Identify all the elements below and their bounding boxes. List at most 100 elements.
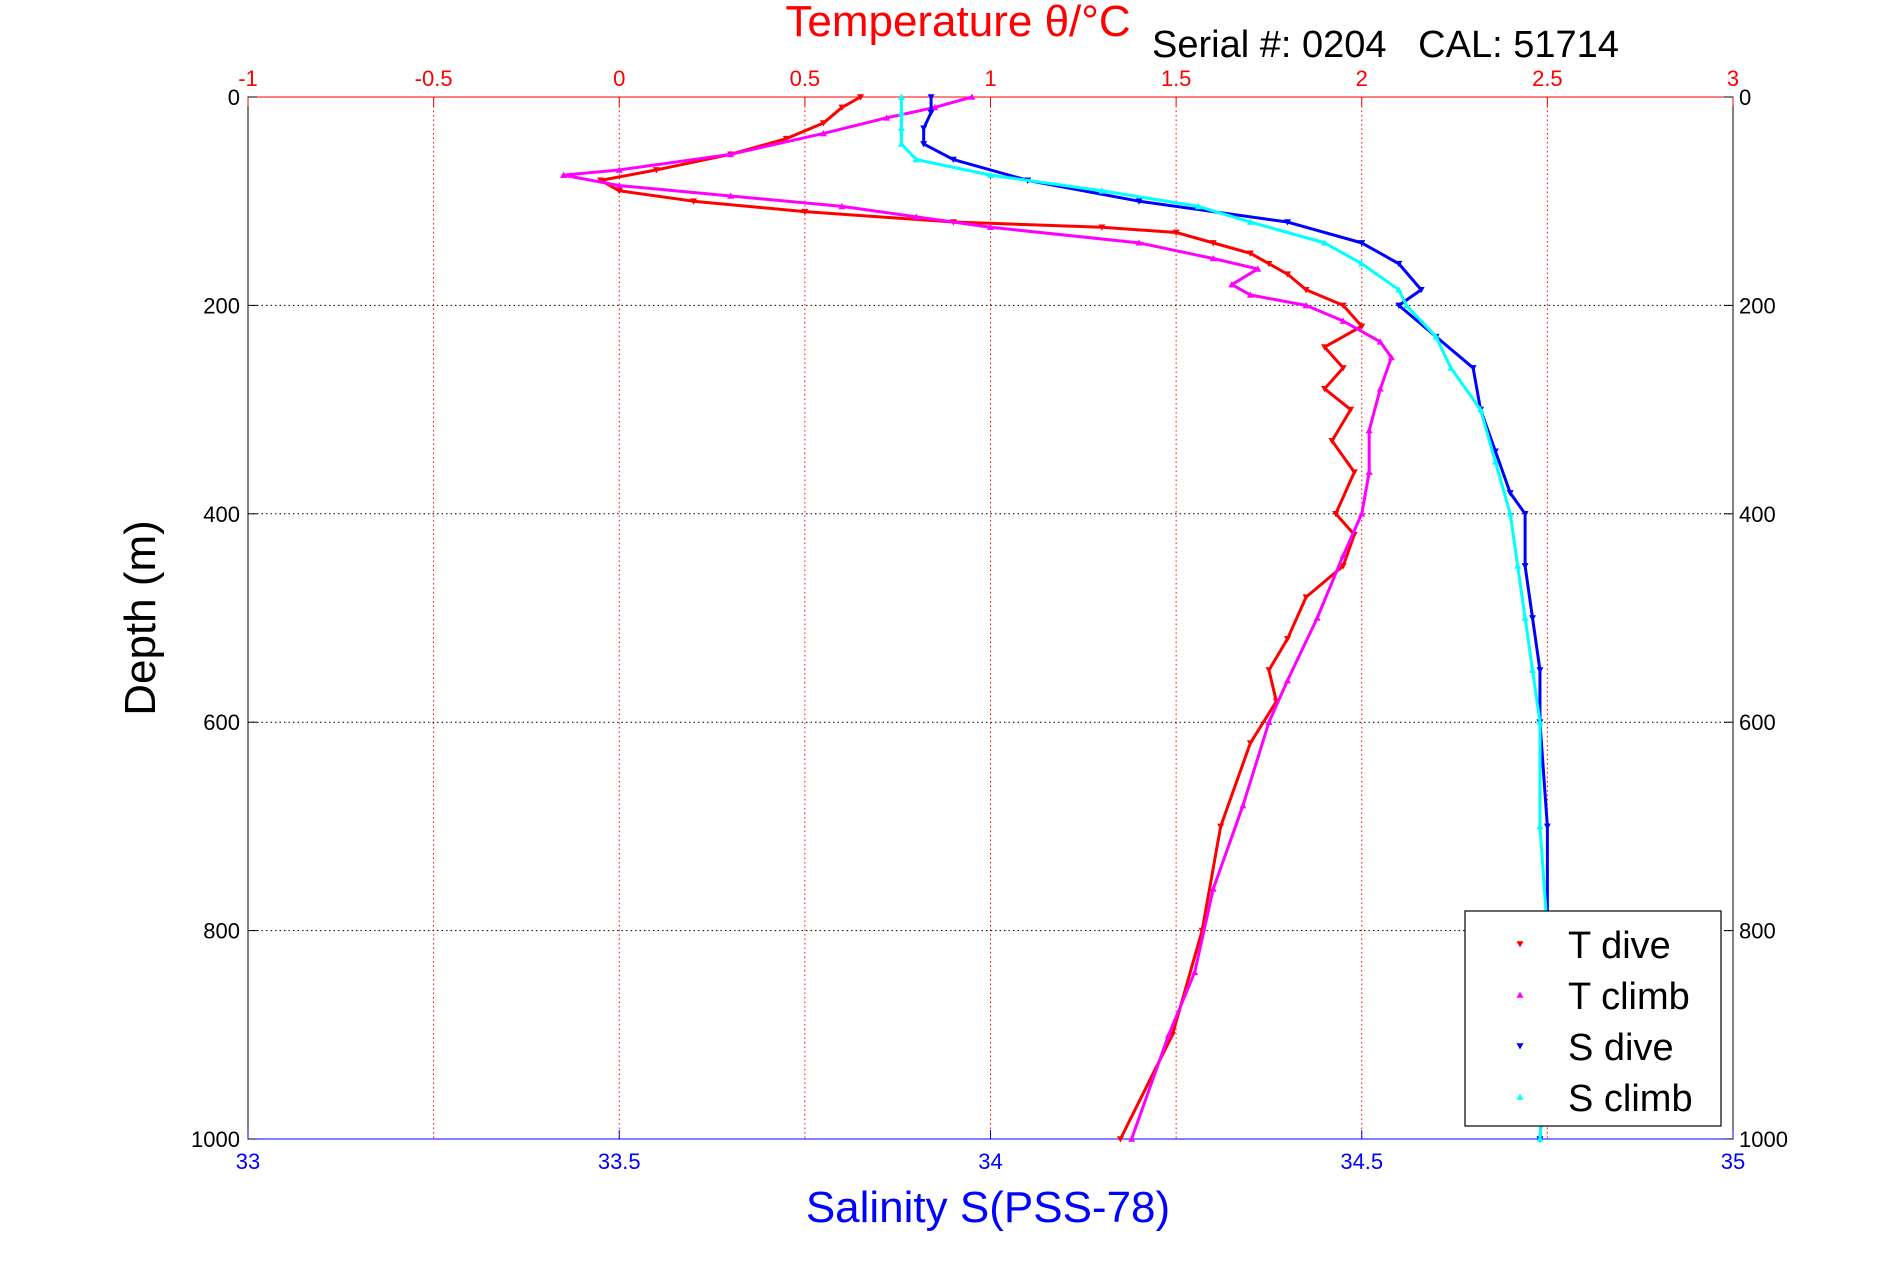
legend-marker-s-climb — [1516, 1093, 1524, 1100]
point-s-climb — [1358, 260, 1366, 267]
point-t-climb — [931, 103, 939, 111]
top-tick-label: 1 — [984, 66, 996, 91]
right-tick-label: 0 — [1739, 85, 1751, 110]
point-s-dive — [1417, 286, 1425, 294]
point-t-climb — [1387, 354, 1395, 361]
point-t-climb — [1128, 1135, 1136, 1142]
point-t-dive — [1321, 344, 1329, 351]
y-axis-label: Depth (m) — [116, 520, 165, 716]
point-t-climb — [968, 93, 976, 100]
point-t-dive — [819, 120, 827, 127]
point-t-dive — [1358, 323, 1366, 330]
point-t-climb — [1254, 265, 1262, 272]
point-s-dive — [1521, 511, 1529, 518]
point-t-dive — [1332, 511, 1340, 518]
point-t-climb — [1365, 426, 1373, 434]
legend-label-s-climb: S climb — [1568, 1078, 1693, 1120]
point-t-dive — [1098, 224, 1106, 231]
point-s-climb — [1402, 301, 1410, 309]
point-t-dive — [1246, 250, 1254, 257]
point-t-dive — [1116, 1136, 1124, 1143]
point-t-climb — [1246, 291, 1254, 298]
point-s-climb — [1477, 406, 1485, 413]
point-t-climb — [1228, 281, 1236, 288]
top-tick-label: 3 — [1727, 66, 1739, 91]
point-s-dive — [1491, 448, 1499, 455]
right-tick-label: 400 — [1739, 502, 1776, 527]
point-t-dive — [615, 187, 623, 195]
chart-title: Temperature θ/°C — [785, 0, 1130, 46]
point-t-dive — [1339, 365, 1347, 372]
point-s-climb — [897, 93, 905, 100]
left-tick-label: 1000 — [191, 1127, 240, 1152]
point-s-climb — [1098, 187, 1106, 194]
point-s-climb — [1194, 202, 1202, 210]
point-t-dive — [838, 104, 846, 111]
point-t-climb — [1302, 301, 1310, 309]
point-t-dive — [1246, 740, 1254, 747]
top-tick-label: 0 — [613, 66, 625, 91]
point-s-dive — [920, 125, 928, 132]
point-t-climb — [987, 223, 994, 231]
legend-items: T dive T climb S dive S climb — [1516, 925, 1693, 1120]
point-t-dive — [1339, 563, 1347, 570]
point-t-dive — [1284, 636, 1291, 643]
point-t-dive — [801, 208, 809, 216]
legend-label-s-dive: S dive — [1568, 1027, 1674, 1069]
point-s-dive — [927, 109, 935, 117]
point-t-climb — [1376, 385, 1384, 392]
point-t-climb — [727, 150, 735, 158]
series-line-t-climb — [562, 95, 1393, 1140]
legend-box — [1464, 910, 1722, 1127]
point-s-dive — [1536, 667, 1544, 674]
right-tick-label: 600 — [1739, 710, 1776, 735]
legend: T dive T climb S dive S climb — [1464, 910, 1722, 1127]
point-s-dive — [1395, 260, 1403, 268]
legend-marker-t-dive — [1516, 941, 1524, 948]
top-tick-label: 2 — [1356, 66, 1368, 91]
point-t-climb — [1209, 885, 1217, 892]
point-s-climb — [897, 140, 905, 147]
point-s-climb — [1491, 458, 1499, 465]
point-t-climb — [1265, 718, 1273, 725]
point-s-climb — [1395, 286, 1403, 293]
point-t-dive — [1350, 469, 1358, 476]
point-t-dive — [652, 167, 660, 174]
point-s-dive — [927, 94, 935, 101]
right-tick-label: 800 — [1739, 919, 1776, 944]
bottom-tick-label: 34 — [978, 1149, 1002, 1174]
top-tick-label: 0.5 — [790, 66, 821, 91]
point-s-dive — [1543, 823, 1551, 830]
left-tick-label: 400 — [203, 502, 240, 527]
point-t-dive — [782, 135, 790, 143]
point-s-dive — [1506, 490, 1514, 497]
top-tick-label: -0.5 — [415, 66, 453, 91]
point-s-climb — [1447, 364, 1455, 371]
point-t-dive — [1328, 438, 1336, 445]
point-t-climb — [560, 171, 568, 178]
point-t-climb — [819, 129, 827, 137]
grid — [248, 97, 1733, 1139]
point-t-dive — [1321, 385, 1329, 393]
point-t-climb — [1209, 255, 1217, 262]
serial-annotation: Serial #: 0204 CAL: 51714 — [1152, 24, 1619, 66]
data-points — [560, 93, 1551, 1143]
point-s-climb — [1432, 333, 1440, 340]
point-t-climb — [1191, 968, 1199, 976]
point-t-climb — [1239, 802, 1247, 809]
left-tick-label: 800 — [203, 919, 240, 944]
point-s-climb — [1514, 562, 1522, 569]
point-s-climb — [897, 124, 905, 132]
point-t-dive — [1172, 229, 1180, 236]
point-s-climb — [912, 156, 920, 163]
point-s-dive — [1358, 240, 1366, 247]
point-t-climb — [1358, 510, 1366, 517]
point-s-climb — [1536, 822, 1544, 830]
bottom-tick-label: 33 — [236, 1149, 260, 1174]
point-s-dive — [1521, 563, 1529, 570]
top-tick-label: 2.5 — [1532, 66, 1563, 91]
point-t-climb — [615, 166, 623, 173]
point-s-dive — [1395, 302, 1403, 309]
point-t-dive — [857, 94, 865, 101]
